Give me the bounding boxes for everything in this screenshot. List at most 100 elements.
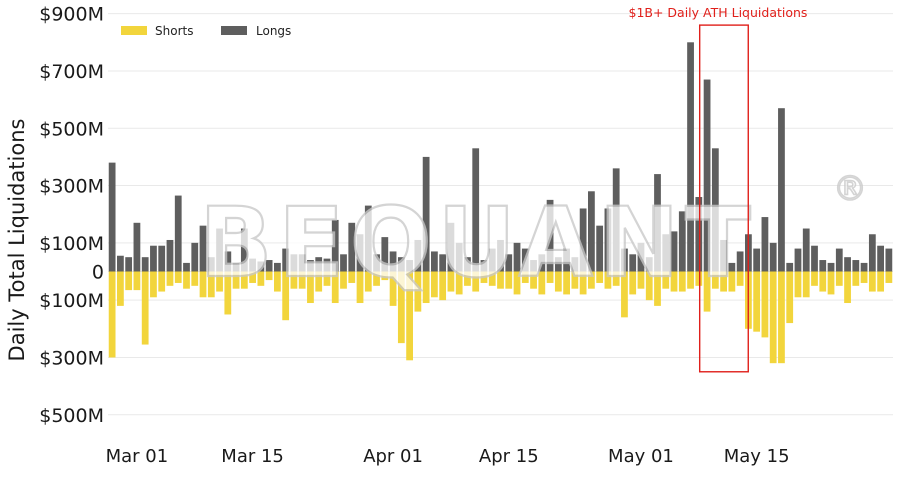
longs-bar <box>571 257 579 272</box>
shorts-bar <box>662 271 670 289</box>
axis-layer: $900M $700M $500M $300M $100M 0 $100M $300M $500… <box>39 4 789 467</box>
shorts-bar <box>769 271 777 364</box>
longs-bar <box>604 208 612 272</box>
x-tick-label: Apr 15 <box>479 446 539 467</box>
longs-bar <box>596 225 604 272</box>
y-tick-label: $500M <box>39 405 104 427</box>
shorts-bar <box>232 271 240 289</box>
longs-bar <box>397 257 405 272</box>
shorts-bar <box>629 271 637 295</box>
longs-bar <box>629 254 637 272</box>
shorts-bar <box>141 271 149 345</box>
shorts-bar <box>117 271 124 306</box>
x-tick-label: May 01 <box>608 446 674 467</box>
shorts-bar <box>174 271 182 283</box>
longs-bar <box>778 108 785 272</box>
legend-swatch-longs <box>221 26 247 35</box>
shorts-bar <box>885 271 893 283</box>
longs-bar <box>753 248 761 272</box>
shorts-bar <box>505 271 513 289</box>
longs-bar <box>637 242 645 272</box>
longs-bar <box>852 260 860 272</box>
longs-bar <box>761 217 769 272</box>
shorts-bar <box>868 271 876 292</box>
shorts-bar <box>753 271 761 332</box>
longs-bar <box>348 222 356 272</box>
shorts-bar <box>488 271 496 286</box>
shorts-bar <box>431 271 438 298</box>
shorts-bar <box>835 271 843 286</box>
longs-bar <box>183 262 190 272</box>
longs-bar <box>794 248 802 272</box>
longs-bar <box>323 258 331 272</box>
longs-bar <box>265 260 273 272</box>
longs-bar <box>480 260 488 272</box>
bars-layer <box>108 42 893 364</box>
longs-bar <box>455 242 463 272</box>
longs-bar <box>389 251 397 272</box>
shorts-bar <box>877 271 884 292</box>
longs-bar <box>786 262 794 272</box>
longs-bar <box>315 257 323 272</box>
longs-bar <box>199 225 207 272</box>
shorts-bar <box>596 271 604 283</box>
longs-bar <box>588 191 595 272</box>
shorts-bar <box>381 271 389 281</box>
longs-bar <box>521 248 529 272</box>
shorts-bar <box>588 271 595 289</box>
shorts-bar <box>397 271 405 344</box>
longs-bar <box>464 257 471 272</box>
longs-bar <box>645 257 653 272</box>
shorts-bar <box>654 271 661 306</box>
longs-bar <box>662 234 670 272</box>
y-tick-label: $300M <box>39 347 104 369</box>
y-tick-label: $100M <box>39 233 104 255</box>
shorts-bar <box>687 271 694 289</box>
shorts-bar <box>199 271 207 298</box>
shorts-bar <box>422 271 430 304</box>
shorts-bar <box>778 271 785 364</box>
shorts-bar <box>282 271 290 321</box>
shorts-bar <box>348 271 356 283</box>
shorts-bar <box>604 271 612 289</box>
shorts-bar <box>356 271 364 304</box>
shorts-bar <box>860 271 868 283</box>
legend-label-shorts: Shorts <box>155 24 193 38</box>
shorts-bar <box>703 271 711 312</box>
y-tick-label: $500M <box>39 118 104 140</box>
longs-bar <box>546 199 554 272</box>
longs-bar <box>298 254 306 272</box>
shorts-bar <box>406 271 413 361</box>
shorts-bar <box>340 271 347 289</box>
shorts-bar <box>728 271 736 292</box>
longs-bar <box>703 79 711 272</box>
shorts-bar <box>455 271 463 295</box>
longs-bar <box>224 251 232 272</box>
longs-bar <box>240 228 248 272</box>
y-tick-label: $100M <box>39 290 104 312</box>
longs-bar <box>472 148 480 272</box>
longs-bar <box>728 262 736 272</box>
shorts-bar <box>711 271 719 289</box>
longs-bar <box>695 197 703 272</box>
shorts-bar <box>331 271 339 304</box>
longs-bar <box>133 222 141 272</box>
shorts-bar <box>678 271 686 292</box>
shorts-bar <box>240 271 248 289</box>
shorts-bar <box>637 271 645 289</box>
longs-bar <box>563 248 570 272</box>
watermark-registered-mark: ® <box>833 169 867 209</box>
longs-bar <box>885 248 893 272</box>
shorts-bar <box>786 271 794 324</box>
longs-bar <box>554 257 562 272</box>
longs-bar <box>191 242 199 272</box>
longs-bar <box>819 260 827 272</box>
longs-bar <box>282 248 290 272</box>
shorts-bar <box>389 271 397 306</box>
shorts-bar <box>315 271 323 292</box>
longs-bar <box>488 248 496 272</box>
longs-bar <box>736 251 744 272</box>
shorts-bar <box>563 271 570 295</box>
shorts-bar <box>183 271 190 289</box>
shorts-bar <box>166 271 174 286</box>
